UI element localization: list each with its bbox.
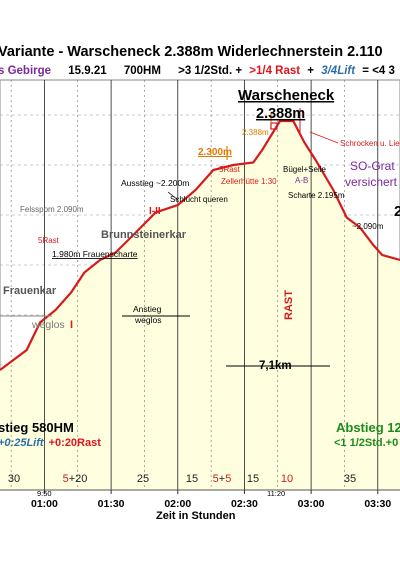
summit-elev-label: 2.388m xyxy=(256,106,305,122)
subtitle-region: s Gebirge xyxy=(0,65,51,77)
sub-tick-1120: 11:20 xyxy=(267,489,285,498)
subtitle-date: 15.9.21 xyxy=(68,65,107,77)
segment-minutes-label: 25 xyxy=(137,473,149,485)
subtitle-total: = <4 3 xyxy=(362,65,395,77)
felsspom-label: Felsspom 2.090m xyxy=(20,205,84,214)
vertical-gridlines xyxy=(10,80,379,490)
segment-minutes-label: 30 xyxy=(8,473,20,485)
x-tick-label: 01:00 xyxy=(31,498,58,510)
ascent-line: +0:25Lift +0:20Rast xyxy=(0,437,101,449)
markers xyxy=(0,108,339,367)
versichert-label: versichert xyxy=(345,175,398,189)
rast-vertical-label: RAST xyxy=(283,290,295,320)
elevation-area xyxy=(0,121,400,490)
buegel-label: Bügel+Seile xyxy=(283,165,326,174)
ascent-summary: stieg 580HM +0:25Lift +0:20Rast xyxy=(0,420,101,449)
subtitle-hm: 700HM xyxy=(124,65,161,77)
x-tick-label: 02:00 xyxy=(164,498,191,510)
segment-minutes-label: 15 xyxy=(186,473,198,485)
segment-minutes-label: 10 xyxy=(281,473,293,485)
x-tick-label: 03:30 xyxy=(364,498,391,510)
frauenscharte-label: 1.980m Frauenscharte xyxy=(52,249,138,259)
sograt-label: SO-Grat xyxy=(350,159,395,173)
subtitle-plus: + xyxy=(307,65,314,77)
x-axis-ticks: 01:00 01:30 02:00 02:30 03:00 03:30 xyxy=(31,490,391,510)
weglos-label: weglos xyxy=(134,315,161,325)
frauenkar-label: Frauenkar xyxy=(3,285,57,297)
brunnsteinerkar-label: Brunnsteinerkar xyxy=(101,229,187,241)
ab-label: A-B xyxy=(295,176,308,185)
schrocken-label: Schrocken u. Liez xyxy=(340,139,400,148)
ascent-title: stieg 580HM xyxy=(0,420,74,435)
difficulty-i-ii: I-II xyxy=(149,206,161,217)
segment-minutes-label: 15 xyxy=(247,473,259,485)
subtitle-time: >3 1/2Std. + xyxy=(178,65,242,77)
segment-minutes-label: 5+5 xyxy=(213,473,232,485)
segment-minutes: 30 5+20 25 15 5+5 15 10 35 xyxy=(8,473,356,485)
rast-label-top: 5Rast xyxy=(219,165,241,174)
leader-schrocken xyxy=(309,131,339,144)
orange-elev-2388: 2.388m xyxy=(242,128,269,137)
ausstieg-label: Ausstieg ~2.200m xyxy=(121,178,189,188)
rast-label-left: 5Rast xyxy=(38,236,60,245)
schlucht-label: Schlucht queren xyxy=(170,195,228,204)
summit-marker xyxy=(270,122,278,130)
weglos-left-label: weglos xyxy=(31,319,65,331)
ascent-rest: +0:20Rast xyxy=(49,437,102,449)
anstieg-label: Anstieg xyxy=(133,304,162,314)
subtitle-lift: 3/4Lift xyxy=(321,65,356,77)
ascent-lift: +0:25Lift xyxy=(0,437,45,449)
scharte-label: Scharte 2.195m xyxy=(288,191,345,200)
difficulty-i: I xyxy=(70,319,73,331)
orange-elev-2300: 2.300m xyxy=(198,147,232,158)
descent-line: <1 1/2Std.+0 xyxy=(334,437,398,449)
x-tick-label: 03:00 xyxy=(298,498,325,510)
peak2-label: 2 xyxy=(394,203,400,220)
subtitle-rest: >1/4 Rast xyxy=(249,65,300,77)
distance-label: 7,1km xyxy=(259,360,292,372)
segment-minutes-label: 35 xyxy=(344,473,356,485)
x-tick-label: 01:30 xyxy=(98,498,125,510)
descent-title: Abstieg 12 xyxy=(336,420,400,435)
summit-label: Warscheneck xyxy=(238,87,335,104)
x-tick-label: 02:30 xyxy=(231,498,258,510)
leader-schlucht xyxy=(167,191,179,201)
elev-2090-label: ~2.090m xyxy=(352,222,384,231)
segment-minutes-label: 5+20 xyxy=(63,473,88,485)
x-axis-label: Zeit in Stunden xyxy=(156,510,236,522)
chart-title: Variante - Warscheneck 2.388m Widerlechn… xyxy=(0,44,383,60)
annotations: Warscheneck 2.388m 2.388m 2.300m Schrock… xyxy=(3,87,400,372)
descent-summary: Abstieg 12 <1 1/2Std.+0 xyxy=(334,420,400,449)
chart-subtitle: s Gebirge 15.9.21 700HM >3 1/2Std. + >1/… xyxy=(0,65,395,77)
zellerhuette-label: Zellerhütte 1:30 xyxy=(221,177,277,186)
sub-tick-950: 9:50 xyxy=(37,489,52,498)
elevation-line xyxy=(0,119,400,371)
